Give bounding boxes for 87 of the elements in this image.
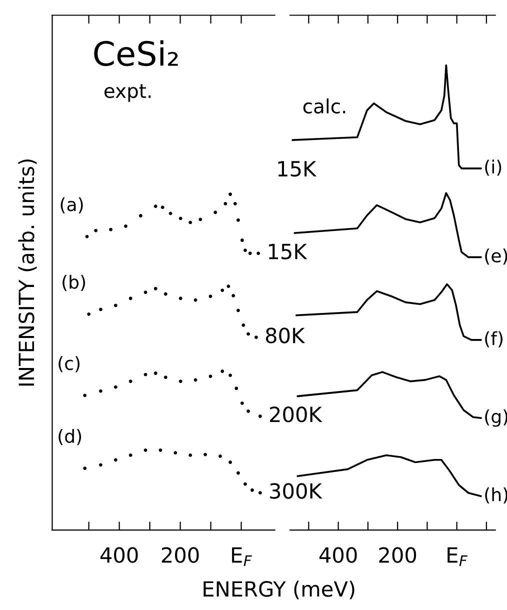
annotation: calc.: [303, 98, 346, 114]
point: [228, 374, 232, 377]
point: [218, 454, 222, 458]
point: [228, 460, 232, 464]
series-label: (c): [58, 356, 80, 372]
point: [109, 228, 112, 232]
point: [114, 458, 118, 462]
point: [208, 294, 212, 298]
point: [244, 482, 247, 486]
point: [138, 214, 142, 218]
point: [178, 296, 182, 300]
point: [160, 206, 164, 210]
point: [164, 292, 168, 296]
point: [178, 380, 182, 384]
point: [220, 288, 224, 292]
point: [174, 451, 178, 455]
x-axis-title: ENERGY (meV): [204, 580, 354, 600]
point: [228, 192, 232, 196]
point: [233, 202, 237, 206]
point: [208, 374, 212, 378]
point: [236, 218, 240, 222]
point: [114, 385, 118, 389]
point: [99, 308, 102, 312]
point: [226, 284, 230, 288]
series-label: (a): [60, 197, 83, 214]
series-label: (f): [485, 331, 502, 348]
point: [248, 252, 252, 256]
series-label: (e): [485, 248, 507, 265]
annotation: 300K: [270, 483, 322, 499]
point: [154, 372, 158, 375]
point: [158, 448, 162, 452]
point: [232, 294, 236, 298]
point: [128, 380, 132, 384]
text: expt.: [104, 84, 151, 102]
point: [124, 224, 128, 228]
point: [236, 471, 240, 475]
chart-title: CeSi₂: [94, 40, 178, 66]
point: [244, 248, 247, 252]
point: [164, 376, 168, 379]
point: [214, 210, 218, 214]
point: [178, 216, 182, 220]
point: [258, 414, 262, 418]
point: [224, 202, 228, 206]
point: [246, 410, 250, 413]
annotation: 200K: [270, 406, 322, 422]
point: [188, 220, 192, 224]
point: [83, 394, 87, 398]
point: [144, 290, 148, 294]
point: [188, 454, 192, 457]
point: [128, 454, 132, 457]
annotation: 80K: [266, 328, 306, 344]
series-label: (b): [62, 274, 86, 291]
point: [234, 386, 238, 390]
point: [99, 389, 102, 393]
point: [198, 218, 202, 222]
point: [242, 324, 246, 327]
point: [220, 370, 224, 373]
annotation: 15K: [278, 161, 317, 177]
point: [144, 448, 148, 452]
point: [114, 304, 118, 308]
point: [258, 491, 262, 495]
point: [154, 286, 158, 290]
point: [240, 401, 244, 405]
series-label: (i): [485, 160, 502, 176]
point: [154, 204, 158, 208]
series-label: (d): [58, 429, 82, 446]
point: [236, 308, 240, 312]
point: [128, 296, 132, 300]
x-tick-label: 400: [319, 547, 357, 563]
y-axis-title: INTENSITY (arb. units): [18, 160, 37, 386]
point: [256, 252, 260, 256]
point: [240, 238, 244, 242]
point: [99, 463, 102, 467]
x-tick-label: E$_{F}$: [448, 547, 468, 566]
x-tick-label: E$_{F}$: [232, 547, 252, 566]
x-tick-label: 200: [162, 547, 199, 563]
point: [94, 228, 98, 232]
point: [87, 312, 91, 316]
point: [83, 466, 87, 470]
point: [168, 212, 172, 216]
point: [204, 452, 207, 456]
x-tick-label: 400: [100, 547, 138, 563]
point: [254, 336, 258, 340]
annotation: 15K: [268, 244, 308, 260]
point: [250, 488, 254, 492]
point: [246, 332, 250, 336]
x-tick-label: 200: [379, 547, 416, 563]
